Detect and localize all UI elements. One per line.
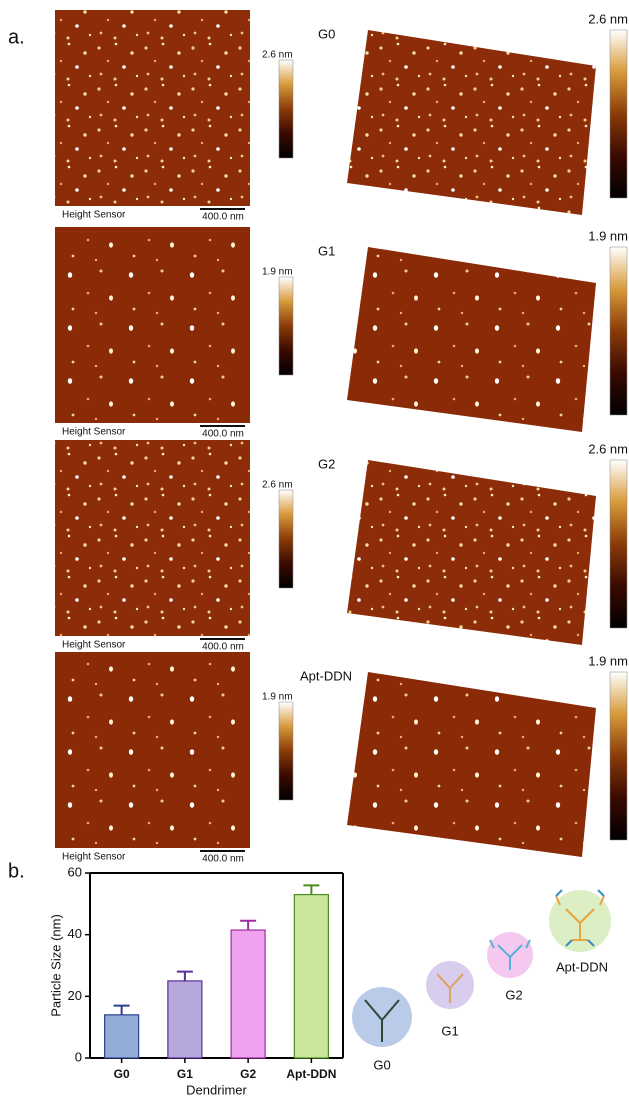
color-bar <box>610 30 627 198</box>
sample-label: Apt-DDN <box>300 668 352 683</box>
diagram-label: G0 <box>373 1057 390 1072</box>
diagram-label: Apt-DDN <box>556 959 608 974</box>
x-tick-label: G1 <box>177 1067 193 1081</box>
x-axis-label: Dendrimer <box>186 1082 247 1097</box>
diagram-label: G2 <box>505 987 522 1002</box>
sample-label: G0 <box>318 26 335 41</box>
y-tick-label: 40 <box>68 926 82 941</box>
afm-3d-image <box>347 30 596 215</box>
y-tick-label: 20 <box>68 988 82 1003</box>
color-bar <box>610 247 627 415</box>
bar <box>105 1015 139 1058</box>
scale-bar-label: 400.0 nm <box>202 429 244 440</box>
color-bar-max: 2.6 nm <box>588 11 628 26</box>
bar <box>294 895 328 1058</box>
afm-3d-image <box>347 672 596 857</box>
x-tick-label: G2 <box>240 1067 256 1081</box>
afm-image <box>55 227 250 423</box>
sensor-label: Height Sensor <box>62 210 126 221</box>
sensor-label: Height Sensor <box>62 852 126 863</box>
color-bar <box>279 702 293 800</box>
color-bar-max: 1.9 nm <box>588 228 628 243</box>
sample-label: G2 <box>318 456 335 471</box>
sensor-label: Height Sensor <box>62 640 126 651</box>
color-bar-max: 2.6 nm <box>262 50 293 61</box>
page: {"panel_a": {"label": "a.", "rows": [ {"… <box>0 0 629 1099</box>
color-bar <box>279 490 293 588</box>
sample-label: G1 <box>318 243 335 258</box>
color-bar <box>279 60 293 158</box>
color-bar <box>610 672 627 840</box>
color-bar-max: 2.6 nm <box>588 441 628 456</box>
color-bar-max: 2.6 nm <box>262 480 293 491</box>
x-tick-label: G0 <box>114 1067 130 1081</box>
color-bar <box>279 277 293 375</box>
color-bar-max: 1.9 nm <box>262 267 293 278</box>
scale-bar-label: 400.0 nm <box>202 854 244 865</box>
bar <box>231 930 265 1058</box>
afm-image <box>55 652 250 848</box>
g2-icon <box>487 932 533 978</box>
color-bar-max: 1.9 nm <box>588 653 628 668</box>
scale-bar-label: 400.0 nm <box>202 212 244 223</box>
diagram-label: G1 <box>441 1023 458 1038</box>
y-tick-label: 60 <box>68 864 82 879</box>
sensor-label: Height Sensor <box>62 427 126 438</box>
bar <box>168 981 202 1058</box>
afm-image <box>55 440 250 636</box>
color-bar <box>610 460 627 628</box>
scale-bar-label: 400.0 nm <box>202 642 244 653</box>
color-bar-max: 1.9 nm <box>262 692 293 703</box>
afm-3d-image <box>347 247 596 432</box>
panel-label: b. <box>8 860 25 882</box>
panel-label: a. <box>8 26 25 48</box>
x-tick-label: Apt-DDN <box>286 1067 336 1081</box>
figure: a. b. Height Sensor 400.0 nm 2.6 nm G0 2.6 n… <box>0 0 629 1099</box>
y-tick-label: 0 <box>75 1049 82 1064</box>
y-axis-label: Particle Size (nm) <box>48 914 63 1017</box>
afm-image <box>55 10 250 206</box>
afm-3d-image <box>347 460 596 645</box>
